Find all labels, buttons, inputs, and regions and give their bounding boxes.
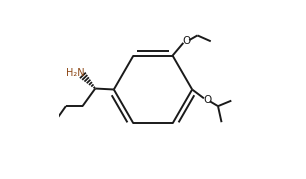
Text: H₂N: H₂N <box>66 68 85 78</box>
Text: O: O <box>182 36 191 46</box>
Text: O: O <box>203 95 211 105</box>
